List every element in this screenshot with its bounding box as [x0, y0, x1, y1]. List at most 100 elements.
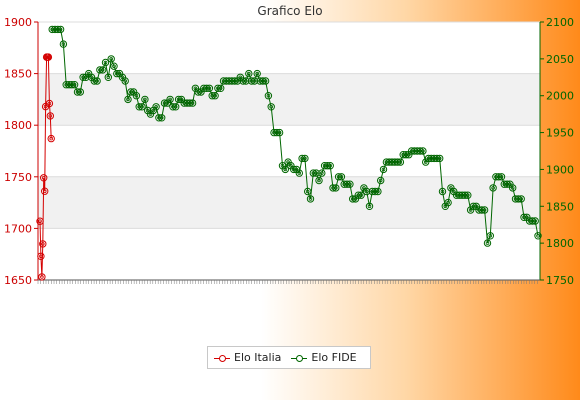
data-point-inner-elo-fide	[95, 79, 99, 83]
data-point-inner-elo-fide	[485, 241, 490, 245]
data-point-elo-fide	[534, 232, 542, 240]
right-tick-label: 2050	[546, 53, 574, 66]
data-point-inner-elo-italia	[46, 55, 51, 59]
data-point-elo-fide	[520, 213, 528, 222]
data-point-inner-elo-italia	[38, 219, 42, 224]
data-point-elo-fide	[424, 154, 433, 163]
right-tick-label: 1950	[546, 127, 574, 140]
data-point-inner-elo-fide	[72, 82, 77, 87]
data-point-elo-fide	[247, 77, 256, 85]
data-point-elo-fide	[458, 191, 466, 199]
data-point-elo-fide	[464, 191, 472, 199]
data-point-elo-fide	[329, 184, 337, 192]
data-point-elo-fide	[275, 128, 284, 137]
data-point-elo-fide	[486, 232, 494, 240]
data-point-elo-italia	[41, 187, 49, 195]
data-point-inner-elo-fide	[106, 75, 111, 80]
data-point-elo-fide	[346, 180, 354, 188]
data-point-elo-fide	[371, 187, 379, 196]
data-point-inner-elo-fide	[348, 182, 352, 187]
data-point-inner-elo-fide	[123, 79, 127, 83]
data-point-elo-fide	[141, 95, 149, 104]
data-point-elo-fide	[245, 69, 253, 78]
data-point-inner-elo-fide	[154, 105, 158, 109]
data-point-elo-fide	[205, 84, 214, 93]
data-point-elo-fide	[51, 25, 59, 34]
data-point-elo-fide	[208, 92, 216, 100]
data-point-inner-elo-fide	[61, 42, 66, 46]
data-point-elo-fide	[455, 191, 464, 199]
data-point-elo-fide	[194, 88, 202, 96]
data-point-elo-fide	[180, 99, 188, 107]
data-point-elo-italia	[37, 252, 45, 260]
data-point-elo-fide	[239, 77, 247, 85]
data-point-elo-fide	[410, 147, 419, 155]
data-point-inner-elo-fide	[58, 27, 63, 32]
data-point-elo-fide	[343, 180, 351, 188]
chart-legend: Elo Italia Elo FIDE	[207, 346, 371, 369]
right-tick-label: 2000	[546, 90, 574, 103]
data-point-inner-elo-fide	[78, 90, 83, 94]
data-point-elo-fide	[62, 81, 70, 89]
data-point-elo-fide	[79, 73, 87, 82]
data-point-elo-fide	[68, 81, 76, 89]
data-point-inner-elo-fide	[376, 189, 380, 194]
plot-area	[38, 22, 540, 280]
data-point-inner-elo-fide	[244, 79, 248, 83]
data-point-elo-fide	[509, 184, 517, 192]
data-point-elo-fide	[334, 173, 343, 181]
data-point-inner-elo-fide	[190, 101, 195, 105]
data-point-elo-fide	[525, 217, 534, 225]
data-point-elo-fide	[295, 169, 303, 177]
legend-item-elo-fide: Elo FIDE	[291, 351, 357, 364]
data-point-elo-fide	[517, 195, 525, 203]
data-point-elo-fide	[250, 77, 259, 85]
data-point-inner-elo-fide	[482, 208, 487, 212]
data-point-inner-elo-fide	[207, 86, 212, 91]
data-point-inner-elo-fide	[339, 175, 344, 179]
data-point-inner-elo-italia	[40, 275, 44, 279]
data-point-elo-fide	[59, 40, 68, 48]
legend-label-elo-italia: Elo Italia	[234, 351, 282, 364]
left-tick-label: 1650	[4, 274, 32, 287]
data-point-elo-fide	[374, 187, 382, 196]
left-tick-label: 1900	[4, 16, 32, 29]
data-point-inner-elo-fide	[134, 93, 139, 98]
data-point-elo-fide	[188, 99, 197, 107]
data-point-elo-fide	[304, 187, 312, 196]
data-point-inner-elo-fide	[168, 97, 172, 102]
data-point-elo-fide	[138, 103, 146, 111]
data-point-elo-fide	[242, 77, 250, 85]
data-point-inner-elo-fide	[255, 71, 260, 76]
data-point-elo-fide	[107, 55, 115, 63]
data-point-elo-fide	[436, 154, 444, 163]
data-point-inner-elo-italia	[42, 189, 47, 194]
data-point-inner-elo-fide	[510, 186, 515, 190]
data-point-inner-elo-fide	[465, 193, 470, 198]
data-point-elo-fide	[444, 198, 452, 207]
data-point-elo-fide	[270, 128, 278, 137]
legend-label-elo-fide: Elo FIDE	[311, 351, 357, 364]
data-point-inner-elo-fide	[333, 186, 338, 190]
data-point-inner-elo-italia	[41, 176, 46, 180]
right-tick-label: 1800	[546, 237, 574, 250]
data-point-elo-fide	[158, 114, 166, 122]
right-tick-label: 1750	[546, 274, 574, 287]
data-point-elo-fide	[399, 151, 407, 159]
data-point-elo-fide	[332, 184, 340, 192]
data-point-elo-fide	[202, 84, 211, 93]
data-point-elo-fide	[528, 217, 537, 225]
legend-swatch-elo-fide	[291, 353, 308, 363]
data-point-inner-elo-fide	[173, 105, 178, 109]
data-point-elo-fide	[54, 25, 62, 34]
data-point-elo-fide	[382, 158, 391, 166]
data-point-inner-elo-fide	[213, 93, 217, 98]
data-point-inner-elo-fide	[491, 186, 495, 190]
left-tick-label: 1700	[4, 222, 32, 235]
data-point-elo-fide	[90, 77, 99, 85]
data-point-elo-fide	[309, 169, 317, 177]
data-point-inner-elo-fide	[437, 156, 442, 161]
data-point-inner-elo-fide	[269, 105, 274, 109]
data-point-inner-elo-fide	[533, 219, 537, 223]
data-point-elo-fide	[379, 165, 388, 174]
